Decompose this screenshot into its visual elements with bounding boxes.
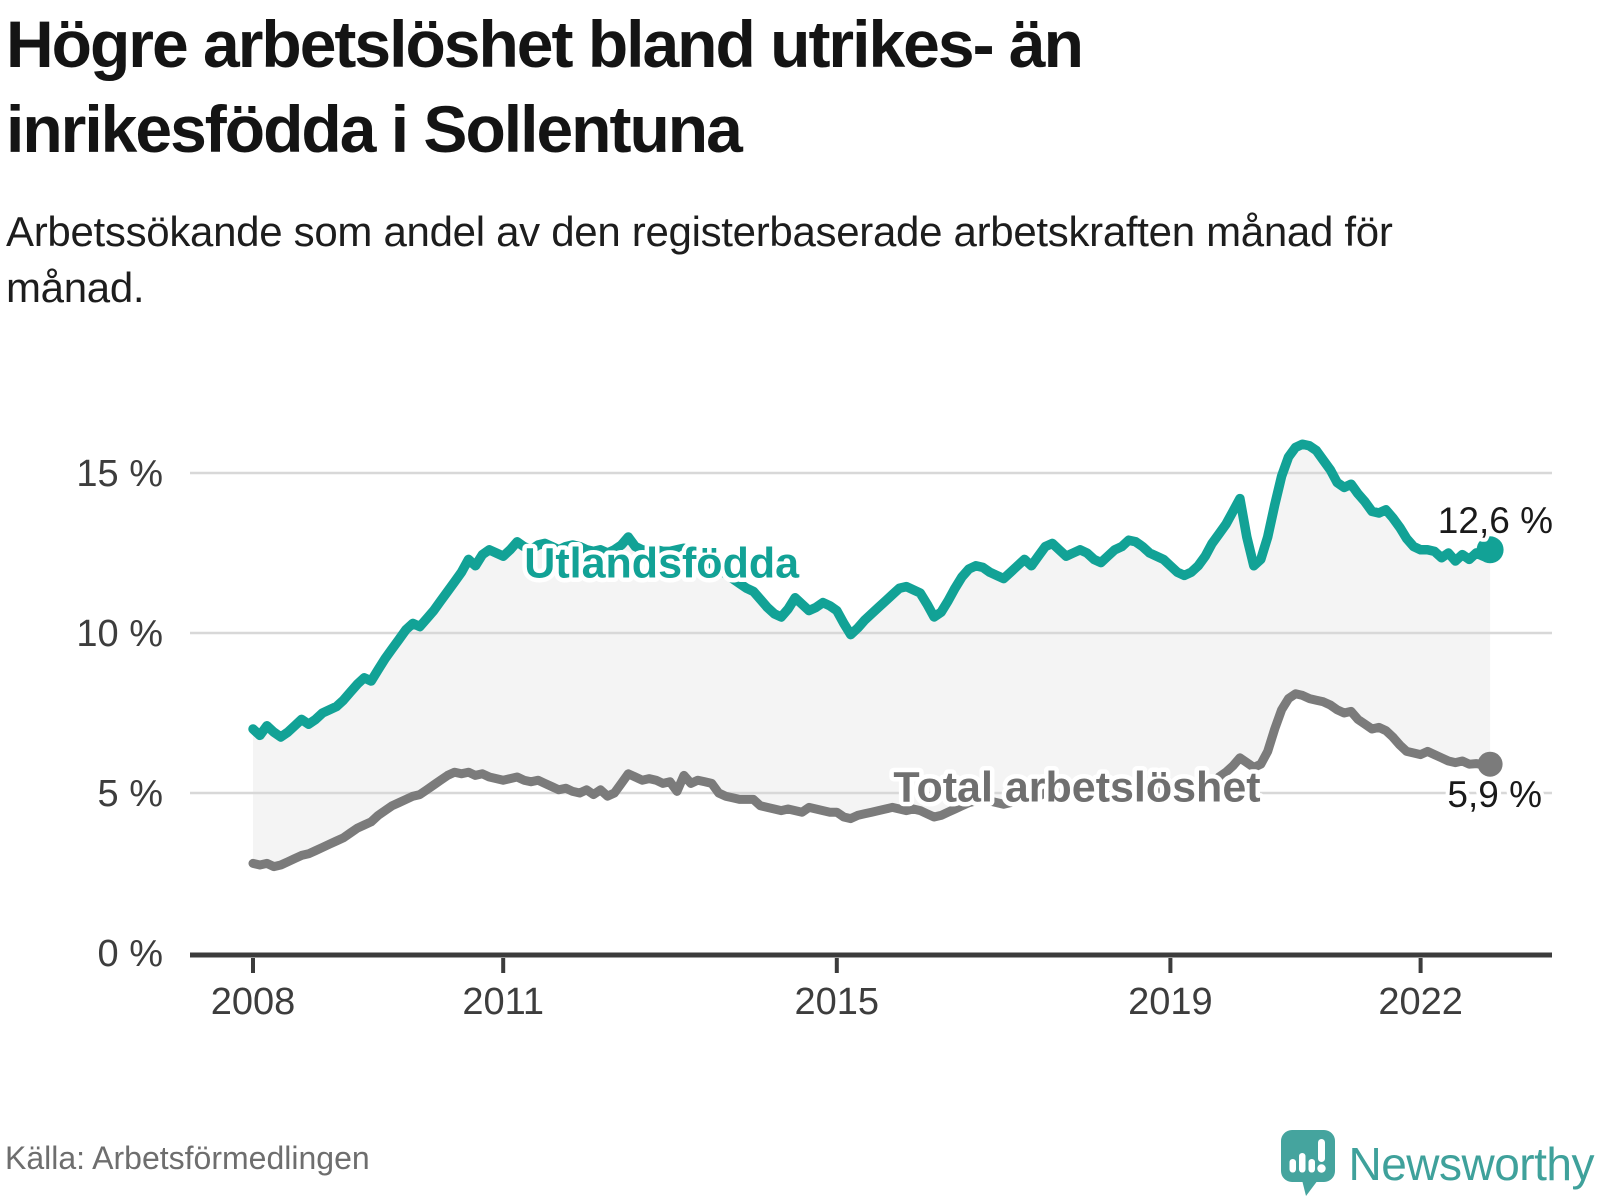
chart-subtitle: Arbetssökande som andel av den registerb… [6,208,1393,311]
end-value-label-0: 12,6 % [1438,500,1553,541]
y-tick-label-0: 0 % [98,933,163,975]
end-dot-1 [1477,751,1503,777]
series-line-0 [248,439,1495,742]
end-value-label-1: 5,9 % [1447,774,1542,815]
exclamation-bar [1318,1139,1326,1162]
between-series-band [253,444,1491,867]
speech-bubble-shape [1281,1130,1336,1196]
newsworthy-wordmark: Newsworthy [1348,1137,1594,1190]
x-tick-label-2011: 2011 [462,981,544,1023]
y-tick-label-10: 10 % [76,613,163,655]
series-annotation-0: Utlandsfödda [524,540,800,588]
chart-title: Högre arbetslöshet bland utrikes- än inr… [6,7,1084,166]
source-note: Källa: Arbetsförmedlingen [5,1140,370,1176]
x-tick-label-2019: 2019 [1128,981,1213,1023]
x-tick-label-2015: 2015 [795,981,880,1023]
exclamation-dot [1317,1164,1327,1173]
x-tick-label-2008: 2008 [211,981,296,1023]
end-dot-0 [1476,536,1504,564]
bar-2 [1299,1153,1306,1173]
newsworthy-logo-icon [1281,1130,1336,1196]
y-tick-label-5: 5 % [98,773,163,815]
bar-3 [1308,1159,1316,1173]
series-annotation-1: Total arbetslöshet [893,764,1260,812]
newsworthy-logo: Newsworthy [1281,1130,1594,1197]
bar-1 [1289,1159,1297,1173]
x-tick-label-2022: 2022 [1378,981,1463,1023]
y-tick-label-15: 15 % [76,453,163,495]
series-line-1 [248,689,1495,872]
